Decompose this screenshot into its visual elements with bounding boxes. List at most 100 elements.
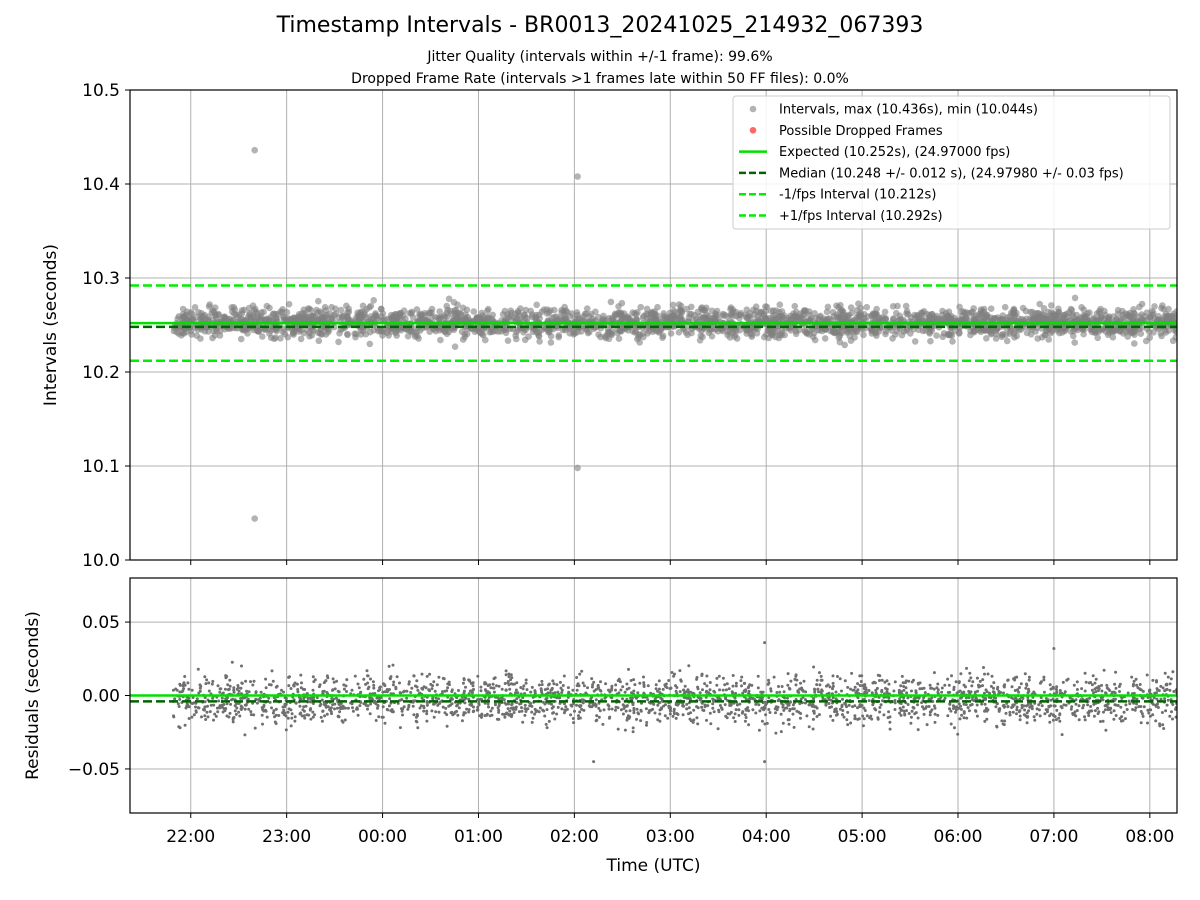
residual-point: [1020, 706, 1024, 710]
residual-point: [597, 715, 601, 719]
residual-point: [1060, 733, 1064, 737]
interval-point: [666, 309, 674, 317]
residual-point: [320, 698, 324, 702]
residual-point: [563, 709, 567, 713]
residual-point: [566, 686, 570, 690]
residual-point: [986, 672, 990, 676]
interval-point: [1050, 312, 1058, 319]
residual-point: [1151, 678, 1155, 682]
residual-point: [907, 712, 911, 715]
residual-point: [723, 703, 727, 707]
residual-point: [1025, 711, 1029, 715]
interval-point: [253, 310, 261, 318]
interval-point: [684, 331, 691, 339]
interval-point: [787, 316, 794, 324]
residual-point: [329, 710, 333, 714]
interval-point: [778, 331, 785, 339]
residual-point: [733, 720, 737, 723]
residual-point: [885, 691, 889, 695]
interval-point: [801, 307, 808, 315]
residual-point: [183, 683, 187, 687]
residual-point: [520, 709, 524, 713]
residual-point: [629, 679, 633, 682]
interval-point: [983, 335, 990, 342]
residual-point: [616, 706, 620, 710]
residual-point: [818, 683, 822, 687]
residual-point: [1114, 714, 1118, 717]
residual-point: [995, 725, 999, 729]
residual-point: [988, 691, 991, 695]
residual-point: [985, 717, 989, 721]
residual-point: [521, 687, 525, 691]
interval-point: [893, 327, 901, 335]
residual-point: [509, 706, 513, 710]
residual-point: [425, 674, 429, 678]
residual-point: [1097, 687, 1101, 690]
residual-point: [229, 702, 233, 706]
residual-point: [521, 720, 525, 724]
residual-point: [456, 713, 460, 717]
residual-point: [530, 710, 534, 714]
residual-point: [901, 705, 905, 709]
residual-point: [265, 715, 269, 719]
residual-point: [878, 706, 882, 709]
residual-point: [261, 722, 264, 726]
residual-point: [760, 697, 764, 701]
residual-point: [794, 683, 798, 687]
interval-point: [1045, 336, 1052, 343]
interval-point: [270, 335, 278, 343]
interval-point: [727, 304, 735, 311]
residual-point: [464, 685, 467, 689]
residual-point: [635, 717, 638, 721]
residual-point: [992, 686, 995, 690]
interval-point: [676, 306, 684, 314]
residual-point: [815, 706, 819, 710]
residual-point: [296, 690, 300, 694]
interval-point: [651, 308, 658, 315]
residual-point: [949, 709, 953, 713]
residual-point: [1116, 704, 1120, 707]
interval-point: [300, 306, 308, 314]
residual-point: [523, 703, 527, 707]
residual-point: [689, 711, 693, 715]
interval-point: [175, 330, 182, 337]
interval-point: [898, 331, 906, 339]
residual-point: [207, 681, 211, 685]
residual-point: [319, 702, 323, 706]
residual-point: [1099, 720, 1102, 723]
residual-point: [1015, 705, 1019, 709]
interval-point: [283, 316, 290, 323]
residual-point: [916, 728, 920, 732]
residual-point: [383, 690, 387, 694]
residual-point: [904, 679, 908, 683]
residual-point: [467, 708, 471, 712]
residual-point: [175, 688, 179, 692]
residual-point: [880, 678, 884, 682]
residual-point: [1011, 710, 1015, 714]
residual-point: [362, 677, 366, 681]
residual-point: [898, 711, 902, 715]
residual-point: [236, 684, 240, 687]
interval-point: [328, 303, 335, 311]
interval-point: [911, 338, 919, 345]
interval-point: [595, 331, 602, 338]
residual-point: [1063, 690, 1067, 694]
residual-point: [819, 690, 823, 694]
residual-point: [547, 719, 551, 723]
residual-point: [463, 701, 467, 705]
residual-point: [727, 687, 731, 691]
residual-point: [215, 706, 219, 710]
residual-point: [1091, 674, 1095, 678]
residual-point: [254, 690, 258, 694]
residual-point: [1149, 708, 1153, 712]
residual-point: [874, 688, 878, 692]
residual-point: [490, 706, 494, 710]
interval-point: [1080, 330, 1087, 338]
residual-point: [1075, 709, 1079, 712]
interval-point: [675, 329, 683, 336]
residual-point: [444, 706, 448, 710]
residual-point: [235, 687, 239, 691]
residual-point: [721, 676, 725, 680]
residual-point: [1030, 704, 1034, 708]
residual-point: [518, 702, 522, 706]
